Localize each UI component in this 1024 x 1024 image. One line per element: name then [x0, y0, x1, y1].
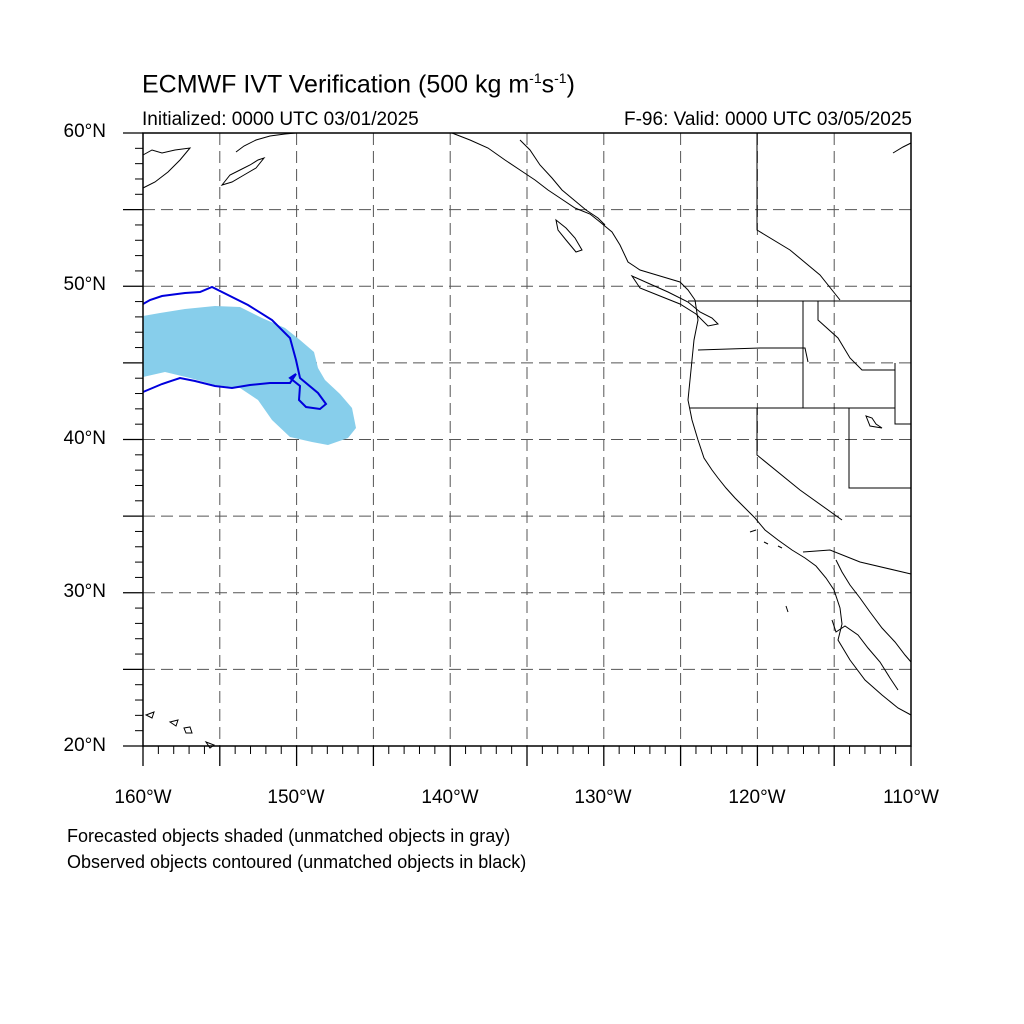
axis-ticks [123, 132, 912, 766]
lat-label-60: 60°N [63, 121, 106, 142]
grid-lines [143, 133, 911, 746]
map-title: ECMWF IVT Verification (500 kg m-1s-1) [142, 70, 575, 99]
legend-forecast-note: Forecasted objects shaded (unmatched obj… [67, 826, 511, 846]
legend-observed-note: Observed objects contoured (unmatched ob… [67, 852, 527, 872]
valid-time-label: F-96: Valid: 0000 UTC 03/05/2025 [624, 109, 912, 130]
initialized-label: Initialized: 0000 UTC 03/01/2025 [142, 109, 419, 130]
coastlines [142, 132, 912, 749]
lat-label-40: 40°N [63, 428, 106, 449]
lon-label-110w: 110°W [883, 787, 939, 808]
lat-label-20: 20°N [63, 735, 106, 756]
forecast-ivt-object [143, 306, 356, 445]
map-frame [142, 132, 912, 747]
lon-label-120w: 120°W [728, 787, 786, 808]
lon-label-140w: 140°W [421, 787, 479, 808]
lat-label-50: 50°N [63, 274, 106, 295]
observed-ivt-contour [142, 285, 328, 411]
lat-label-30: 30°N [63, 581, 106, 602]
lon-label-130w: 130°W [574, 787, 632, 808]
lon-label-160w: 160°W [114, 787, 172, 808]
lon-label-150w: 150°W [267, 787, 325, 808]
